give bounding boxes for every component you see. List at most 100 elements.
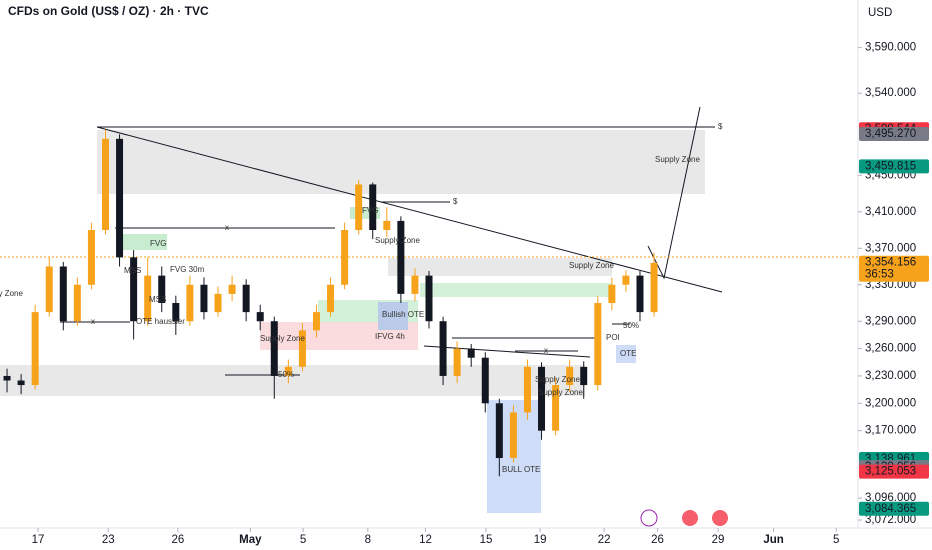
candle-body bbox=[594, 302, 602, 386]
x-tick-label: 26 bbox=[651, 534, 664, 546]
x-tick-label: 5 bbox=[833, 534, 839, 546]
annotation: OTE bbox=[620, 349, 636, 358]
x-tick-label: 12 bbox=[419, 534, 432, 546]
candle-body bbox=[87, 230, 95, 285]
annotation: 50% bbox=[623, 321, 639, 330]
annotation: POI bbox=[606, 333, 620, 342]
candle-body bbox=[228, 284, 236, 294]
candle-body bbox=[341, 230, 349, 285]
annotation: Supply Zone bbox=[0, 289, 23, 298]
x-tick-label: 23 bbox=[102, 534, 115, 546]
y-tick-label: 3,290.000 bbox=[865, 315, 916, 327]
annotation: Supply Zone bbox=[655, 155, 700, 164]
candle-body bbox=[101, 138, 109, 231]
candle-body bbox=[566, 366, 574, 386]
zone bbox=[117, 234, 167, 250]
annotation: $ bbox=[718, 122, 723, 131]
annotation: 50% bbox=[278, 370, 294, 379]
annotation: FVG 30m bbox=[170, 265, 205, 274]
candle-body bbox=[3, 375, 11, 381]
x-tick-label: 22 bbox=[598, 534, 611, 546]
candle-body bbox=[439, 321, 447, 376]
zone bbox=[97, 130, 705, 194]
annotation: Supply Zone bbox=[535, 375, 580, 384]
annotation: Supply Zone bbox=[569, 261, 614, 270]
candle-body bbox=[172, 302, 180, 322]
candle-body bbox=[509, 412, 517, 459]
annotation: Bullish OTE bbox=[382, 310, 424, 319]
x-tick-label: 17 bbox=[32, 534, 45, 546]
candle-body bbox=[397, 220, 405, 294]
annotation: Supply Zone bbox=[375, 236, 420, 245]
annotation: x bbox=[544, 346, 548, 355]
candle-body bbox=[453, 348, 461, 376]
annotation: IFVG 4h bbox=[375, 332, 405, 341]
x-tick-label: 19 bbox=[534, 534, 547, 546]
title-bg bbox=[0, 0, 300, 22]
price-tag-label: 3,084.365 bbox=[865, 503, 916, 515]
y-tick-label: 3,540.000 bbox=[865, 87, 916, 99]
candle-body bbox=[130, 257, 138, 322]
price-tag-label: 3,495.270 bbox=[865, 128, 916, 140]
annotation: Supply Zone bbox=[260, 334, 305, 343]
y-tick-label: 3,230.000 bbox=[865, 370, 916, 382]
price-tag bbox=[859, 464, 929, 479]
candle-body bbox=[270, 321, 278, 376]
candle-body bbox=[369, 184, 377, 231]
x-tick-label: 8 bbox=[365, 534, 371, 546]
trendline bbox=[96, 126, 723, 293]
price-tag-label: 3,354.156 bbox=[865, 257, 916, 269]
candle-body bbox=[383, 220, 391, 231]
countdown: 36:53 bbox=[865, 269, 894, 281]
x-tick-label: 26 bbox=[172, 534, 185, 546]
icons bbox=[640, 509, 728, 527]
candle-body bbox=[411, 275, 419, 294]
icon bbox=[682, 510, 698, 526]
candle-body bbox=[59, 266, 67, 322]
candle-body bbox=[481, 357, 489, 404]
zone bbox=[420, 283, 612, 297]
annotation: MSS bbox=[124, 266, 141, 275]
candle-body bbox=[242, 284, 250, 313]
candle-body bbox=[650, 262, 658, 313]
candle-body bbox=[538, 366, 546, 431]
annotation: $ bbox=[453, 197, 458, 206]
candle-body bbox=[45, 266, 53, 313]
annotation: BULL OTE bbox=[502, 465, 540, 474]
candle-body bbox=[284, 366, 292, 376]
drawings bbox=[60, 106, 723, 376]
y-tick-label: 3,410.000 bbox=[865, 206, 916, 218]
annotation: FVG bbox=[150, 239, 166, 248]
annotation: Supply Zone bbox=[538, 388, 583, 397]
candle-body bbox=[580, 366, 588, 386]
icon bbox=[712, 510, 728, 526]
candle-body bbox=[523, 366, 531, 413]
candle-body bbox=[622, 275, 630, 285]
candle-body bbox=[552, 385, 560, 431]
y-tick-label: 3,330.000 bbox=[865, 279, 916, 291]
candle-body bbox=[158, 275, 166, 303]
plot bbox=[3, 129, 658, 477]
x-tick-label: 5 bbox=[300, 534, 306, 546]
candle-body bbox=[298, 330, 306, 367]
candle-body bbox=[495, 403, 503, 459]
price-tag bbox=[859, 501, 929, 516]
price-tag-label: 3,459.815 bbox=[865, 160, 916, 172]
y-tick-label: 3,370.000 bbox=[865, 242, 916, 254]
annotation: x bbox=[225, 223, 229, 232]
y-tick-label: 3,260.000 bbox=[865, 343, 916, 355]
annotation: FVG bbox=[362, 206, 378, 215]
zone bbox=[616, 345, 636, 363]
candle-body bbox=[73, 284, 81, 322]
y-tick-label: 3,590.000 bbox=[865, 42, 916, 54]
candle-body bbox=[17, 380, 25, 386]
price-tag bbox=[859, 159, 929, 174]
candle-body bbox=[327, 284, 335, 313]
candle-body bbox=[116, 138, 124, 258]
price-tag-label: 3,125.053 bbox=[865, 466, 916, 478]
candle-body bbox=[256, 312, 264, 322]
annotation: x bbox=[91, 317, 95, 326]
x-tick-label: 29 bbox=[712, 534, 725, 546]
zone bbox=[388, 258, 612, 276]
